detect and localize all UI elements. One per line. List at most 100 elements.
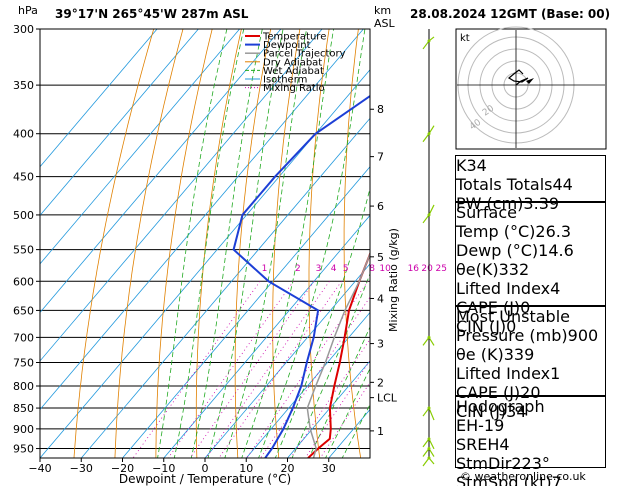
surface-row: CIN (J)0 xyxy=(456,317,517,336)
isotherm-line xyxy=(40,69,370,458)
legend-label: Temperature xyxy=(262,32,326,43)
wet-adiabat-line xyxy=(157,29,228,458)
y-tick-label: 600 xyxy=(13,275,34,288)
hodograph-kt-label: kt xyxy=(460,33,470,44)
wind-barb-dot xyxy=(427,335,431,339)
x-tick-label: 20 xyxy=(281,462,295,475)
dry-adiabat-line xyxy=(234,29,272,458)
km-tick-label: 5 xyxy=(377,251,384,264)
wind-barb-flag xyxy=(428,204,435,216)
isotherm-line xyxy=(40,29,323,362)
wind-barb-dot xyxy=(427,437,431,441)
legend-label: Dry Adiabat xyxy=(263,57,322,68)
x-tick-label: 30 xyxy=(322,462,336,475)
km-tick-label: 6 xyxy=(377,200,384,213)
legend-label: Mixing Ratio xyxy=(263,83,325,94)
y-tick-label: 950 xyxy=(13,443,34,456)
x-tick-label: −30 xyxy=(70,462,93,475)
unstable-row: Pressure (mb)900 xyxy=(456,326,599,345)
mixing-ratio-line xyxy=(189,281,315,458)
wind-barb-staff xyxy=(422,337,430,346)
wind-barb-staff xyxy=(422,407,430,417)
temperature-line xyxy=(307,251,370,458)
wind-barb-staff xyxy=(422,448,430,457)
y-tick-label: 300 xyxy=(13,23,34,36)
wind-barb-dot xyxy=(427,447,431,451)
chart-axes: −40 −30 −20 −10 0 10 20 30 300 350 400 450 500 550 600… xyxy=(13,23,398,475)
unstable-row: CIN (J)34 xyxy=(456,402,527,421)
y-tick-label: 350 xyxy=(13,79,34,92)
mixing-ratio-line xyxy=(260,296,370,458)
stat-row-k: K34 xyxy=(456,156,487,175)
surface-row: Dewp (°C)14.6 xyxy=(456,241,574,260)
legend-label: Parcel Trajectory xyxy=(263,49,346,60)
dewpoint-line xyxy=(232,94,370,458)
hodograph-frame xyxy=(455,28,607,150)
dry-adiabat-line xyxy=(622,29,629,460)
wind-barb-staff xyxy=(422,457,430,467)
wet-adiabat-line xyxy=(224,29,307,458)
dry-adiabat-line xyxy=(411,29,443,460)
dry-adiabat-line xyxy=(114,29,184,458)
x-tick-label: −40 xyxy=(28,462,51,475)
dry-adiabat-line xyxy=(155,29,213,458)
hodograph-row: StmSpd (kt)7 xyxy=(456,473,562,486)
km-tick-label: 7 xyxy=(377,151,384,164)
legend-label: Dewpoint xyxy=(263,40,311,51)
wind-barb-flag xyxy=(428,448,435,457)
wind-barb-flag xyxy=(428,125,435,135)
x-tick-label: −20 xyxy=(111,462,134,475)
unstable-row: CAPE (J)20 xyxy=(456,383,541,402)
km-tick-label: 3 xyxy=(377,338,384,351)
mixing-ratio-label: 10 xyxy=(379,264,391,274)
y-tick-label: 700 xyxy=(13,331,34,344)
mixing-ratio-line xyxy=(290,338,370,458)
surface-box: Surface Temp (°C)26.3 Dewp (°C)14.6 θe(K… xyxy=(455,202,606,336)
copyright: © weatheronline.co.uk xyxy=(460,470,586,483)
hodograph-row: StmDir223° xyxy=(456,454,550,473)
wet-adiabat-line xyxy=(258,29,366,458)
x-axis-label: Dewpoint / Temperature (°C) xyxy=(119,472,291,486)
profile-series xyxy=(232,94,370,458)
km-tick-label: 1 xyxy=(377,425,384,438)
mixing-ratio-label: 5 xyxy=(343,264,349,274)
isotherm-line xyxy=(40,29,364,411)
mixing-ratio-label: 16 xyxy=(408,264,420,274)
km-tick-label: 4 xyxy=(377,292,384,305)
y-tick-label: 650 xyxy=(13,304,34,317)
y-tick-label: 900 xyxy=(13,423,34,436)
datetime-title: 28.08.2024 12GMT (Base: 00) xyxy=(410,7,610,21)
wind-barbs xyxy=(422,36,435,467)
mixing-ratio-label: 4 xyxy=(331,264,337,274)
isotherm-line xyxy=(40,29,282,314)
wind-barb-dot xyxy=(427,456,431,460)
wind-barb-staff xyxy=(422,438,430,448)
hodograph: kt 20 40 xyxy=(455,26,607,150)
unstable-row: Lifted Index1 xyxy=(456,364,561,383)
y-tick-label: 750 xyxy=(13,357,34,370)
dry-adiabat-line xyxy=(343,29,362,458)
unstable-title: Most Unstable xyxy=(456,307,570,326)
km-tick-label: 2 xyxy=(377,376,384,389)
wet-adiabat-line xyxy=(291,272,370,458)
indices-box: K34 Totals Totals44 PW (cm)3.39 xyxy=(455,155,606,213)
y-tick-label: 800 xyxy=(13,380,34,393)
dry-adiabat-line xyxy=(272,29,301,458)
isotherm-line xyxy=(163,214,370,458)
wet-adiabat-line xyxy=(341,403,370,458)
mixing-ratio-line xyxy=(205,281,330,458)
mixing-ratio-label: 2 xyxy=(295,264,301,274)
hodograph-row: SREH4 xyxy=(456,435,510,454)
km-tick-label: 8 xyxy=(377,103,384,116)
y-tick-label: 550 xyxy=(13,244,34,257)
isotherm-line xyxy=(286,360,370,458)
mixing-ratio-label: 20 xyxy=(421,264,433,274)
legend-label: Wet Adiabat xyxy=(263,66,324,77)
mixing-ratio-line xyxy=(167,281,294,458)
y-tick-label: 500 xyxy=(13,209,34,222)
most-unstable-box: Most Unstable Pressure (mb)900 θe (K)339… xyxy=(455,306,606,421)
hodograph-title: Hodograph xyxy=(456,397,545,416)
wet-adiabat-line xyxy=(325,367,370,458)
